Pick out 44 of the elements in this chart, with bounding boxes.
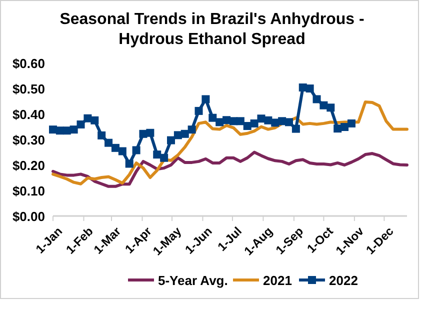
point xyxy=(76,120,85,128)
point xyxy=(250,119,258,128)
point xyxy=(118,147,126,156)
point xyxy=(292,124,300,133)
point xyxy=(125,160,134,168)
chart-title: Seasonal Trends in Brazil's Anhydrous - Hydrous Ethanol Spread xyxy=(60,11,364,48)
legend-label: 2022 xyxy=(329,273,358,288)
point xyxy=(167,136,175,144)
point xyxy=(216,118,224,126)
point xyxy=(188,126,196,134)
point xyxy=(194,106,203,115)
point xyxy=(285,118,293,126)
y-tick-label: $0.50 xyxy=(12,82,45,96)
point xyxy=(132,146,140,154)
line-series xyxy=(52,100,408,186)
point xyxy=(104,138,113,147)
point xyxy=(70,126,78,134)
point xyxy=(320,101,328,110)
point xyxy=(208,114,217,122)
point xyxy=(153,150,162,159)
point xyxy=(98,131,106,140)
legend-label: 5-Year Avg. xyxy=(158,273,228,288)
point xyxy=(111,144,120,152)
y-tick-label: $0.60 xyxy=(12,56,45,71)
point xyxy=(236,117,244,126)
y-tick-label: $0.30 xyxy=(12,132,45,148)
point xyxy=(312,95,321,104)
point xyxy=(160,154,168,162)
line-series xyxy=(52,150,408,188)
point xyxy=(202,95,210,104)
point xyxy=(257,114,266,123)
point xyxy=(306,84,314,92)
y-tick-label: $0.10 xyxy=(12,184,45,198)
point xyxy=(326,104,335,112)
y-tick-label: $0.00 xyxy=(12,209,45,224)
point xyxy=(347,119,356,128)
point xyxy=(243,122,252,130)
point xyxy=(180,130,189,138)
y-tick-label: $0.40 xyxy=(12,107,45,122)
legend-label: 2021 xyxy=(263,273,292,288)
point xyxy=(90,116,99,124)
point xyxy=(84,114,92,122)
y-tick-label: $0.20 xyxy=(12,158,45,173)
point xyxy=(146,128,154,137)
